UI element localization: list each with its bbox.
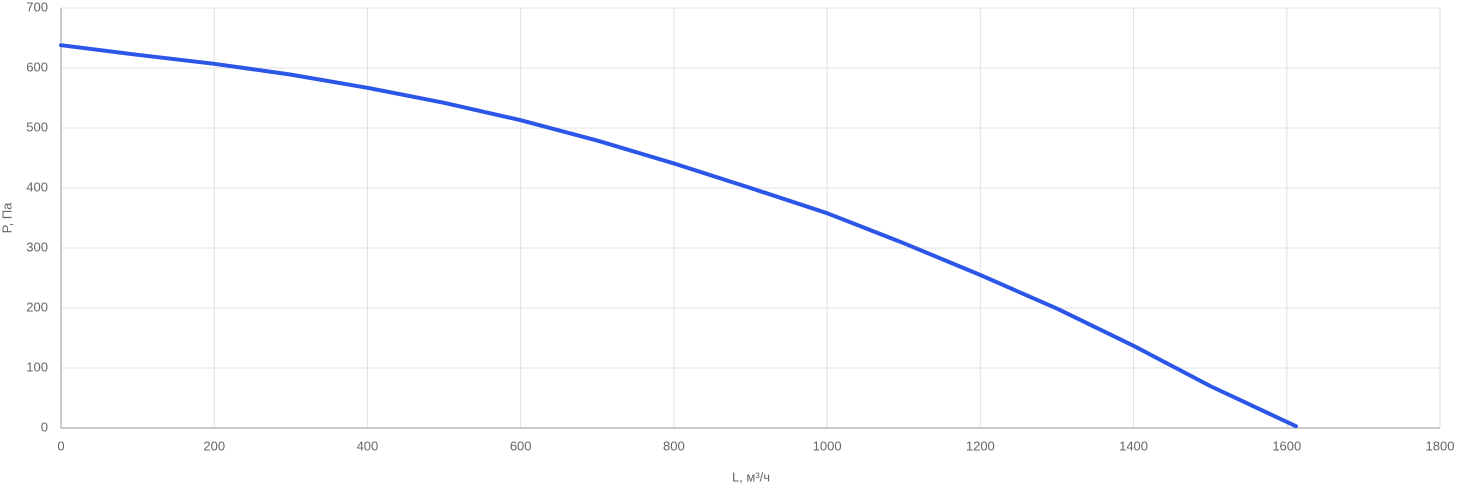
y-tick-label: 200 <box>26 299 48 314</box>
y-tick-label: 300 <box>26 239 48 254</box>
x-tick-label: 1600 <box>1272 438 1301 453</box>
x-tick-label: 1000 <box>813 438 842 453</box>
x-tick-label: 600 <box>510 438 532 453</box>
x-tick-label: 800 <box>663 438 685 453</box>
y-tick-label: 400 <box>26 179 48 194</box>
y-tick-label: 700 <box>26 0 48 14</box>
x-axis-label: L, м³/ч <box>732 469 770 484</box>
y-tick-label: 0 <box>41 419 48 434</box>
y-axis-label: P, Па <box>0 202 14 234</box>
x-tick-label: 0 <box>57 438 64 453</box>
x-tick-label: 1200 <box>966 438 995 453</box>
y-tick-label: 600 <box>26 59 48 74</box>
x-tick-label: 1800 <box>1426 438 1455 453</box>
x-tick-label: 400 <box>357 438 379 453</box>
line-series <box>59 43 1298 429</box>
x-tick-label: 200 <box>203 438 225 453</box>
x-tick-label: 1400 <box>1119 438 1148 453</box>
y-tick-label: 500 <box>26 119 48 134</box>
y-tick-label: 100 <box>26 359 48 374</box>
